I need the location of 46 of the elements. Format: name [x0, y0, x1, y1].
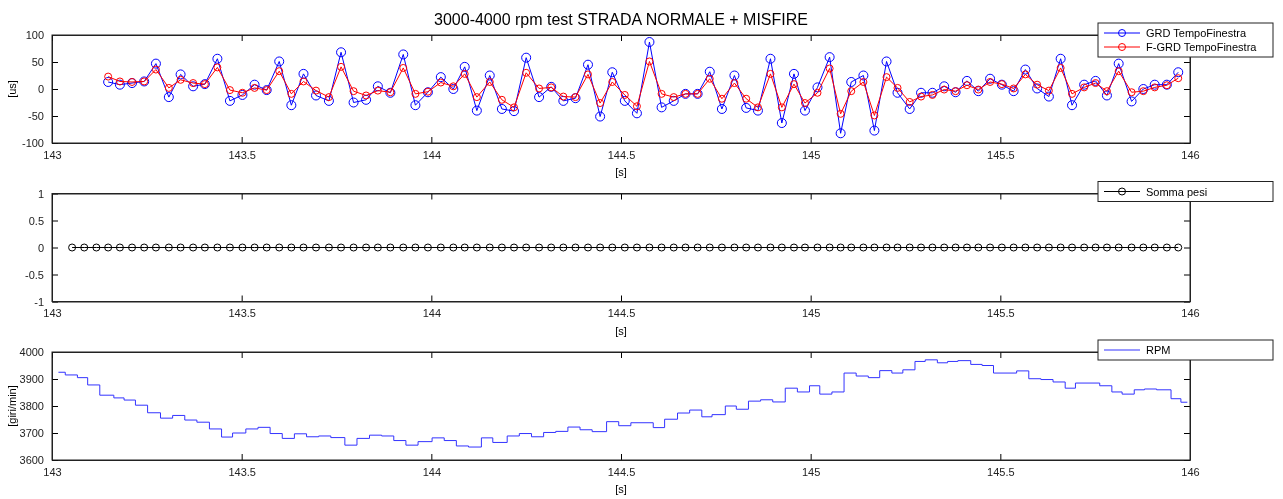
y-tick-label: -1 [34, 295, 44, 308]
y-tick-label: -50 [28, 110, 44, 123]
x-tick-label: 146 [1181, 148, 1200, 161]
chart-title: 3000-4000 rpm test STRADA NORMALE + MISFIRE [434, 11, 808, 28]
y-axis-title: [us] [6, 80, 18, 98]
x-tick-label: 146 [1181, 465, 1200, 478]
x-tick-label: 145.5 [987, 307, 1015, 320]
y-tick-label: 4000 [19, 346, 44, 359]
legend-label: F-GRD TempoFinestra [1146, 41, 1258, 53]
x-tick-label: 143.5 [228, 148, 256, 161]
x-axis-title: [s] [615, 483, 627, 495]
x-tick-label: 145.5 [987, 465, 1015, 478]
x-tick-label: 143.5 [228, 465, 256, 478]
y-tick-label: -0.5 [25, 268, 44, 281]
x-tick-label: 144 [422, 148, 442, 161]
x-tick-label: 144.5 [607, 307, 636, 320]
x-tick-label: 145.5 [987, 148, 1015, 161]
y-tick-label: 0 [37, 241, 44, 254]
x-tick-label: 143 [43, 307, 62, 320]
y-tick-label: 0 [37, 83, 44, 96]
y-tick-label: 1 [37, 187, 44, 200]
x-tick-label: 144 [422, 307, 442, 320]
legend-label: RPM [1146, 344, 1171, 356]
x-tick-label: 145 [801, 148, 821, 161]
x-tick-label: 146 [1181, 307, 1200, 320]
x-tick-label: 143 [43, 148, 62, 161]
legend-label: Somma pesi [1146, 185, 1208, 198]
x-tick-label: 144.5 [607, 148, 636, 161]
y-tick-label: -100 [21, 137, 44, 150]
x-tick-label: 143 [43, 465, 62, 478]
x-tick-label: 144.5 [607, 465, 636, 478]
x-axis-title: [s] [615, 166, 627, 178]
x-tick-label: 144 [422, 465, 442, 478]
legend-label: GRD TempoFinestra [1146, 27, 1247, 39]
y-axis-title: [giri/min] [6, 385, 18, 427]
x-tick-label: 145 [801, 465, 821, 478]
x-tick-label: 145 [801, 307, 821, 320]
y-tick-label: 3600 [19, 454, 44, 467]
y-tick-label: 3900 [19, 373, 44, 386]
x-axis-title: [s] [615, 324, 627, 337]
y-tick-label: 3700 [19, 427, 44, 440]
y-tick-label: 3800 [19, 400, 44, 413]
y-tick-label: 0.5 [28, 214, 44, 227]
y-tick-label: 100 [25, 29, 44, 42]
x-tick-label: 143.5 [228, 307, 256, 320]
y-tick-label: 50 [31, 56, 44, 69]
